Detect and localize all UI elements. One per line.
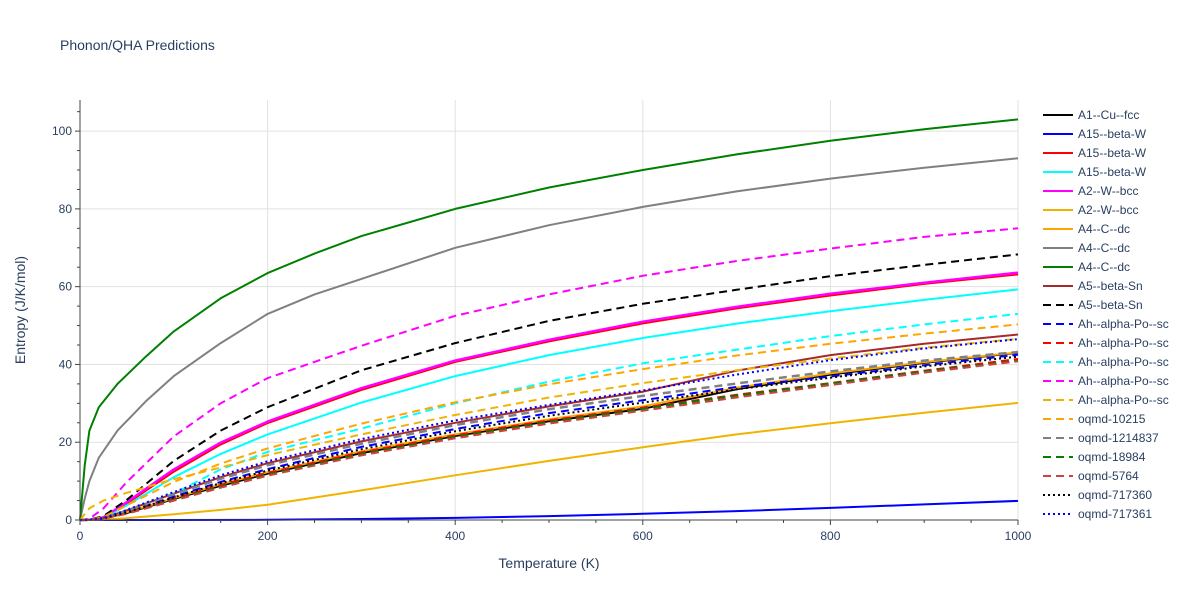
legend-label: Ah--alpha-Po--sc (1078, 336, 1169, 350)
legend-label: oqmd-717361 (1078, 507, 1152, 521)
series-line-21 (79, 338, 1019, 521)
y-tick-label: 80 (59, 202, 73, 216)
legend-item[interactable]: A4--C--dc (1043, 222, 1130, 236)
series-line-18 (79, 359, 1019, 521)
legend-item[interactable]: oqmd-1214837 (1043, 431, 1159, 445)
legend-item[interactable]: A2--W--bcc (1043, 203, 1138, 217)
series-line-20 (79, 355, 1019, 521)
grid (80, 100, 1019, 520)
legend-item[interactable]: Ah--alpha-Po--sc (1043, 393, 1169, 407)
series-line-14 (79, 227, 1019, 521)
legend-label: A4--C--dc (1078, 222, 1130, 236)
legend-label: A4--C--dc (1078, 241, 1130, 255)
legend-item[interactable]: A4--C--dc (1043, 260, 1130, 274)
legend-item[interactable]: oqmd-10215 (1043, 412, 1146, 426)
legend-item[interactable]: A15--beta-W (1043, 165, 1147, 179)
legend-item[interactable]: Ah--alpha-Po--sc (1043, 355, 1169, 369)
legend-item[interactable]: Ah--alpha-Po--sc (1043, 336, 1169, 350)
legend-item[interactable]: oqmd-717361 (1043, 507, 1152, 521)
legend-label: A15--beta-W (1078, 165, 1147, 179)
y-tick-label: 20 (59, 435, 73, 449)
y-tick-label: 0 (65, 513, 72, 527)
legend-item[interactable]: A15--beta-W (1043, 146, 1147, 160)
axes: 0 200 400 600 800 1000 0 20 40 60 80 100 (52, 100, 1032, 543)
legend-item[interactable]: A2--W--bcc (1043, 184, 1138, 198)
legend-label: oqmd-1214837 (1078, 431, 1159, 445)
legend-label: Ah--alpha-Po--sc (1078, 393, 1169, 407)
legend-label: A2--W--bcc (1078, 184, 1138, 198)
legend-label: oqmd-5764 (1078, 469, 1139, 483)
y-tick-label: 60 (59, 280, 73, 294)
legend-label: A4--C--dc (1078, 260, 1130, 274)
legend-item[interactable]: A1--Cu--fcc (1043, 108, 1139, 122)
x-tick-label: 200 (258, 529, 278, 543)
y-tick-label: 100 (52, 124, 72, 138)
legend-item[interactable]: oqmd-717360 (1043, 488, 1152, 502)
series-line-8 (79, 118, 1019, 521)
x-tick-label: 400 (445, 529, 465, 543)
legend-label: oqmd-18984 (1078, 450, 1146, 464)
legend-label: oqmd-717360 (1078, 488, 1152, 502)
legend-label: Ah--alpha-Po--sc (1078, 374, 1169, 388)
legend-item[interactable]: A5--beta-Sn (1043, 279, 1143, 293)
series-line-5 (79, 401, 1019, 521)
legend-item[interactable]: A15--beta-W (1043, 127, 1147, 141)
x-axis-title: Temperature (K) (498, 555, 599, 571)
legend-item[interactable]: A5--beta-Sn (1043, 298, 1143, 312)
legend-item[interactable]: oqmd-5764 (1043, 469, 1139, 483)
legend-label: A5--beta-Sn (1078, 298, 1143, 312)
legend-label: A15--beta-W (1078, 146, 1147, 160)
y-axis-title: Entropy (J/K/mol) (12, 256, 28, 364)
y-tick-label: 40 (59, 357, 73, 371)
series-line-9 (79, 333, 1019, 521)
legend-item[interactable]: A4--C--dc (1043, 241, 1130, 255)
x-tick-label: 800 (820, 529, 840, 543)
legend-label: oqmd-10215 (1078, 412, 1146, 426)
series-line-10 (79, 253, 1019, 521)
series-line-7 (79, 157, 1019, 521)
legend: A1--Cu--fcc A15--beta-W A15--beta-W A15--be… (1043, 108, 1169, 521)
legend-label: A2--W--bcc (1078, 203, 1138, 217)
x-tick-label: 600 (633, 529, 653, 543)
series-line-19 (79, 360, 1019, 521)
series-line-15 (79, 337, 1019, 521)
x-tick-label: 0 (77, 529, 84, 543)
legend-item[interactable]: oqmd-18984 (1043, 450, 1146, 464)
series-line-12 (79, 358, 1019, 521)
legend-label: Ah--alpha-Po--sc (1078, 317, 1169, 331)
plot-area (79, 118, 1019, 522)
legend-item[interactable]: Ah--alpha-Po--sc (1043, 374, 1169, 388)
legend-label: A5--beta-Sn (1078, 279, 1143, 293)
x-tick-label: 1000 (1005, 529, 1032, 543)
chart-title: Phonon/QHA Predictions (60, 37, 215, 53)
legend-label: A15--beta-W (1078, 127, 1147, 141)
legend-item[interactable]: Ah--alpha-Po--sc (1043, 317, 1169, 331)
legend-label: A1--Cu--fcc (1078, 108, 1139, 122)
legend-label: Ah--alpha-Po--sc (1078, 355, 1169, 369)
series-line-16 (79, 323, 1019, 521)
